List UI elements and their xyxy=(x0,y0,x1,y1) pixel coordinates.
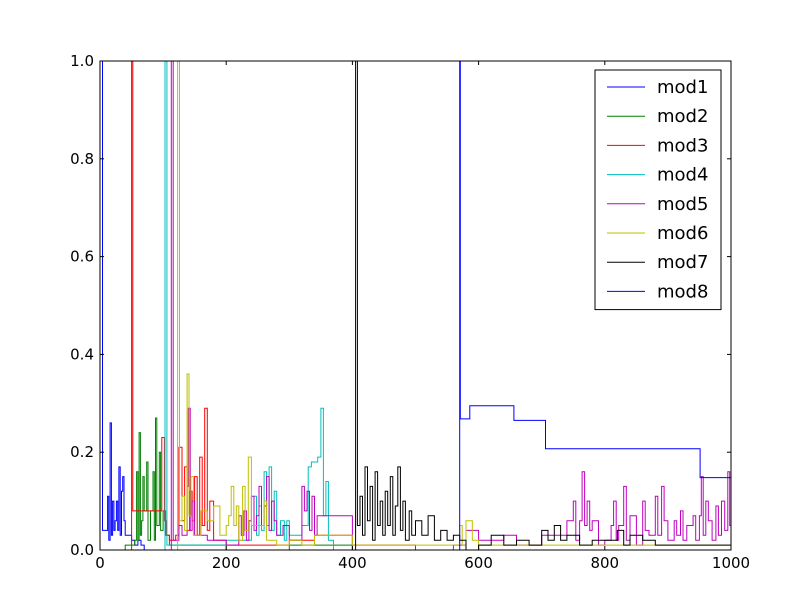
y-tick-label: 0.4 xyxy=(70,345,94,363)
y-tick-label: 0.6 xyxy=(70,248,94,266)
x-tick-label: 800 xyxy=(590,554,619,572)
y-tick-label: 0.2 xyxy=(70,443,94,461)
series-line-mod1 xyxy=(100,61,731,550)
x-tick-label: 200 xyxy=(212,554,241,572)
legend-box xyxy=(594,69,722,311)
legend-label-mod1: mod1 xyxy=(657,77,708,98)
legend-label-mod5: mod5 xyxy=(657,194,708,215)
legend-label-mod3: mod3 xyxy=(657,135,708,156)
plot-frame xyxy=(99,60,732,551)
series-line-mod4 xyxy=(100,61,731,550)
axis-ticks: 0 200 400 600 800 1000 0.0 0.2 0.4 0.6 0.8 1.0 xyxy=(70,52,750,572)
x-tick-label: 600 xyxy=(464,554,493,572)
legend-label-mod2: mod2 xyxy=(657,106,708,127)
x-tick-label: 0 xyxy=(95,554,105,572)
legend-label-mod6: mod6 xyxy=(657,223,708,244)
series-layer xyxy=(100,61,731,550)
y-tick-label: 1.0 xyxy=(70,52,94,70)
y-tick-label: 0.0 xyxy=(70,541,94,559)
series-line-mod7 xyxy=(100,61,731,550)
x-tick-label: 1000 xyxy=(712,554,750,572)
y-tick-label: 0.8 xyxy=(70,150,94,168)
legend: mod1 mod2 mod3 mod4 mod5 mod6 mod7 mod8 xyxy=(594,69,722,311)
legend-label-mod7: mod7 xyxy=(657,252,708,273)
legend-label-mod8: mod8 xyxy=(657,281,708,302)
legend-label-mod4: mod4 xyxy=(657,165,708,186)
series-line-mod5 xyxy=(100,61,731,550)
series-line-mod8 xyxy=(100,61,731,550)
x-tick-label: 400 xyxy=(338,554,367,572)
